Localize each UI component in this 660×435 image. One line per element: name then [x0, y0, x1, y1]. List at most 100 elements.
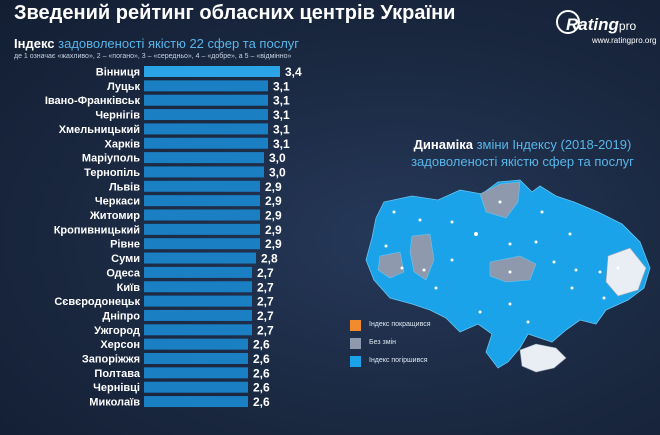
- bar-category-label: Чернівці: [93, 382, 140, 394]
- bar-value-label: 2,7: [257, 295, 274, 309]
- bar: [144, 137, 268, 149]
- bar: [144, 238, 260, 250]
- bar-value-label: 2,6: [253, 381, 270, 395]
- map-title-line2: задоволеності якістю сфер та послуг: [411, 154, 634, 169]
- bar-value-label: 2,7: [257, 280, 274, 294]
- bar: [144, 123, 268, 135]
- bar-category-label: Сєвєродонецьк: [54, 296, 140, 308]
- bar-value-label: 2,6: [253, 352, 270, 366]
- bar-category-label: Житомир: [89, 210, 140, 222]
- bar-category-label: Рівне: [110, 239, 140, 251]
- bar: [144, 266, 252, 278]
- bar-chart: Вінниця 3,4 Луцьк 3,1 Івано-Франківськ 3,1 Чер…: [45, 65, 302, 409]
- bar-category-label: Луцьк: [107, 81, 140, 93]
- bar: [144, 152, 264, 164]
- bar-value-label: 2,9: [265, 237, 282, 251]
- bar: [144, 381, 248, 393]
- bar-value-label: 3,1: [273, 79, 290, 93]
- bar-value-label: 2,7: [257, 323, 274, 337]
- map-region-chernihiv: [479, 181, 521, 219]
- bar-value-label: 3,4: [285, 65, 302, 79]
- bar-category-label: Чернігів: [95, 110, 140, 122]
- subtitle-rest: задоволеності якістю 22 сфер та послуг: [54, 36, 300, 51]
- bar-value-label: 3,1: [273, 94, 290, 108]
- bar-value-label: 3,1: [273, 122, 290, 136]
- bar-value-label: 2,9: [265, 180, 282, 194]
- map-donbas: [605, 247, 647, 297]
- page-title: Зведений рейтинг обласних центрів Україн…: [14, 2, 456, 24]
- bar-value-label: 2,8: [261, 252, 278, 266]
- bar-category-label: Харків: [105, 138, 141, 150]
- bar-category-label: Маріуполь: [82, 153, 140, 165]
- bar-category-label: Дніпро: [102, 310, 140, 322]
- bar: [144, 180, 260, 192]
- bar-category-label: Миколаїв: [89, 397, 140, 409]
- scale-note: де 1 означає «жахливо», 2 – «погано», 3 …: [14, 53, 292, 60]
- map-city-dots: [384, 200, 620, 324]
- bar: [144, 80, 268, 92]
- bar-category-label: Київ: [117, 282, 141, 294]
- bar-value-label: 3,0: [269, 165, 286, 179]
- bar-category-label: Черкаси: [95, 196, 140, 208]
- bar-category-label: Одеса: [106, 267, 140, 279]
- map-title-lead: Динаміка: [413, 137, 473, 152]
- bar-category-label: Полтава: [94, 368, 140, 380]
- bar: [144, 281, 252, 293]
- logo-url: www.ratingpro.org: [592, 36, 657, 45]
- bar-category-label: Запоріжжя: [82, 354, 140, 366]
- bar-value-label: 2,7: [257, 266, 274, 280]
- bar-value-label: 2,7: [257, 309, 274, 323]
- chart-subtitle: Індекс задоволеності якістю 22 сфер та п…: [14, 36, 299, 51]
- bar: [144, 109, 268, 121]
- bar-value-label: 2,6: [253, 338, 270, 352]
- bar-category-label: Львів: [109, 181, 140, 193]
- bar: [144, 94, 268, 106]
- bar: [144, 338, 248, 350]
- bar-value-label: 2,9: [265, 209, 282, 223]
- bar: [144, 66, 280, 77]
- bar-value-label: 2,6: [253, 395, 270, 409]
- bar-category-label: Ужгород: [94, 325, 140, 337]
- bar: [144, 166, 264, 178]
- bar: [144, 324, 252, 336]
- bar-value-label: 2,6: [253, 366, 270, 380]
- legend-label-improved: Індекс покращився: [369, 321, 431, 328]
- bar: [144, 396, 248, 408]
- bar: [144, 223, 260, 235]
- bar-value-label: 2,9: [265, 223, 282, 237]
- bar: [144, 353, 248, 364]
- bar: [144, 367, 248, 379]
- bar-category-label: Вінниця: [96, 67, 140, 79]
- bar-category-label: Херсон: [100, 339, 140, 351]
- bar-category-label: Тернопіль: [84, 167, 140, 179]
- bar: [144, 295, 252, 307]
- map-region-khmelnytskyi: [409, 233, 435, 281]
- bar-value-label: 3,1: [273, 137, 290, 151]
- legend-swatch-improved: [350, 320, 361, 331]
- map-region-kropyvnytskyi: [489, 255, 537, 283]
- bar: [144, 252, 256, 264]
- bar-category-label: Івано-Франківськ: [45, 95, 141, 107]
- subtitle-lead: Індекс: [14, 36, 55, 51]
- logo-name: Ratingpro: [566, 15, 637, 34]
- bar-value-label: 2,9: [265, 194, 282, 208]
- bar-value-label: 3,1: [273, 108, 290, 122]
- legend-swatch-worsened: [350, 356, 361, 367]
- map-title: Динаміка зміни Індексу (2018-2019) задов…: [395, 136, 650, 170]
- ratingpro-logo: Ratingpro www.ratingpro.org: [556, 10, 656, 50]
- map-crimea: [519, 343, 567, 373]
- legend-swatch-unchanged: [350, 338, 361, 349]
- bar-category-label: Кропивницький: [54, 224, 140, 236]
- ukraine-map: [365, 179, 651, 373]
- bar-category-label: Суми: [111, 253, 140, 265]
- map-region-ternopil: [377, 251, 405, 279]
- bar: [144, 195, 260, 207]
- legend-label-worsened: Індекс погіршився: [369, 357, 428, 364]
- logo-circle-icon: [556, 10, 580, 34]
- bar: [144, 209, 260, 221]
- bar-category-label: Хмельницький: [59, 124, 140, 136]
- bar: [144, 309, 252, 321]
- legend-label-unchanged: Без змін: [369, 339, 396, 346]
- map-title-rest: зміни Індексу (2018-2019): [472, 137, 632, 152]
- bar-value-label: 3,0: [269, 151, 286, 165]
